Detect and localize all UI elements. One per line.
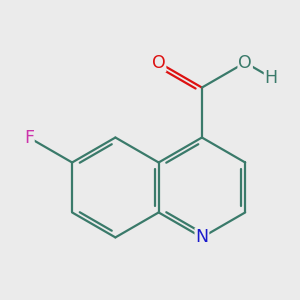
Text: H: H — [265, 69, 278, 87]
Text: O: O — [152, 54, 166, 72]
Text: O: O — [238, 54, 252, 72]
Text: N: N — [195, 228, 208, 246]
Text: F: F — [24, 128, 34, 146]
